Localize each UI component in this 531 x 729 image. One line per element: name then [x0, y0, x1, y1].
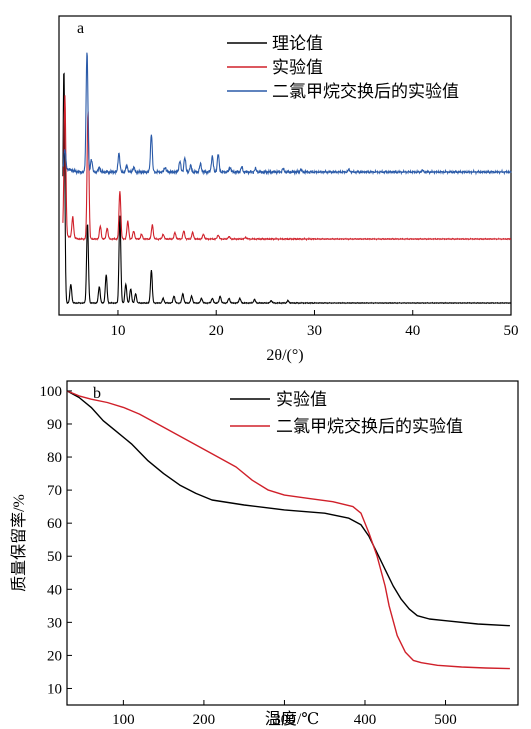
tga-y-tick-label: 60: [47, 516, 62, 532]
tga-line-1: [66, 390, 510, 670]
tga-panel: b 100 200 300 400 500 10 20 30 40 50 60 70 80 90 100 实…: [10, 380, 519, 728]
tga-series-group: [66, 390, 510, 670]
tga-panel-label: b: [93, 385, 101, 402]
tga-y-tick-label: 50: [47, 549, 62, 565]
tga-x-axis-title: 温度/℃: [265, 710, 319, 728]
tga-x-tick-label: 500: [434, 712, 457, 728]
xrd-line-exchanged: [62, 52, 512, 176]
xrd-x-tick-label: 30: [307, 323, 322, 339]
tga-x-tick-label: 400: [354, 712, 377, 728]
tga-y-tick-label: 70: [47, 483, 62, 499]
xrd-legend: 理论值 实验值 二氯甲烷交换后的实验值: [227, 34, 459, 102]
xrd-panel-label: a: [77, 20, 84, 37]
tga-axes: 100 200 300 400 500 10 20 30 40 50 60 70 80 90 100: [40, 384, 457, 728]
tga-legend: 实验值 二氯甲烷交换后的实验值: [230, 390, 463, 437]
tga-y-tick-label: 40: [47, 582, 62, 598]
xrd-series-group: [62, 52, 512, 305]
xrd-plot-frame: [58, 15, 512, 316]
tga-x-tick-label: 200: [193, 712, 216, 728]
xrd-line-experiment: [62, 95, 511, 242]
tga-y-tick-label: 80: [47, 450, 62, 466]
tga-plot-frame: [66, 380, 519, 706]
xrd-x-tick-label: 20: [209, 323, 224, 339]
tga-y-tick-label: 90: [47, 417, 62, 433]
legend-label-exchanged: 二氯甲烷交换后的实验值: [272, 82, 459, 102]
tga-y-tick-label: 30: [47, 615, 62, 631]
legend-label-experiment: 实验值: [272, 58, 323, 78]
legend-label-tga-experiment: 实验值: [276, 390, 327, 410]
xrd-x-tick-label: 50: [504, 323, 519, 339]
tga-y-tick-label: 10: [47, 681, 62, 697]
xrd-x-tick-label: 10: [110, 323, 125, 339]
tga-x-tick-label: 300: [273, 712, 296, 728]
tga-line-0: [66, 390, 510, 627]
xrd-line-theory: [62, 72, 512, 305]
xrd-x-axis: 10 20 30 40 50: [110, 310, 519, 339]
xrd-panel: a 10 20 30 40 50 理论值 实验值 二氯甲烷交换后的实验值 2θ/(°): [58, 15, 519, 364]
xrd-x-tick-label: 40: [405, 323, 420, 339]
tga-y-tick-label: 20: [47, 648, 62, 664]
xrd-x-axis-title: 2θ/(°): [266, 347, 303, 364]
tga-x-tick-label: 100: [112, 712, 135, 728]
legend-label-tga-exchanged: 二氯甲烷交换后的实验值: [276, 417, 463, 437]
tga-y-axis-title: 质量保留率/%: [10, 494, 28, 592]
tga-y-tick-label: 100: [40, 384, 63, 400]
legend-label-theory: 理论值: [272, 34, 323, 54]
